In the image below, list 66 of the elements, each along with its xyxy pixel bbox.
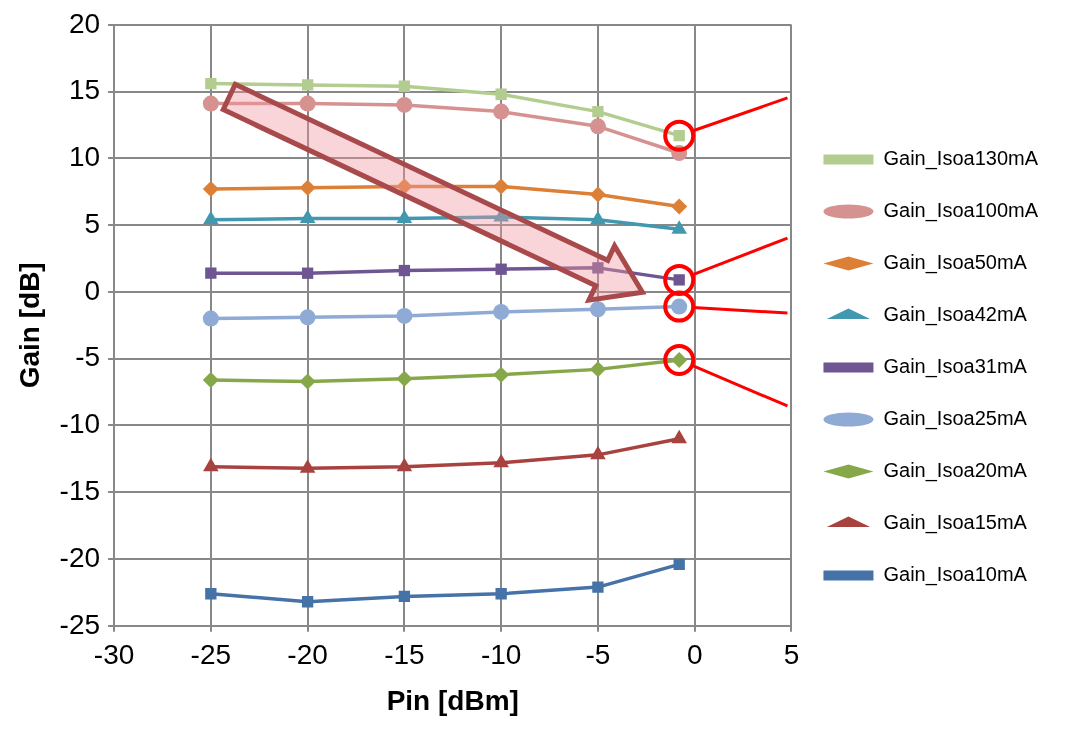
point — [592, 262, 604, 274]
point — [398, 590, 411, 603]
y-tick-label: 10 — [68, 141, 101, 173]
point — [205, 77, 217, 90]
point — [299, 309, 316, 326]
point — [589, 301, 606, 318]
y-tick-label: 0 — [84, 274, 101, 306]
point — [205, 267, 217, 279]
legend-label: Gain_Isoa100mA — [883, 199, 1039, 223]
legend-label: Gain_Isoa31mA — [883, 355, 1028, 379]
point — [301, 267, 314, 279]
point — [205, 588, 217, 600]
y-tick-label: 5 — [84, 207, 101, 239]
point — [396, 178, 413, 195]
y-tick-label: 20 — [68, 7, 101, 39]
x-tick-label: 5 — [783, 639, 800, 671]
point — [495, 263, 507, 275]
legend-label: Gain_Isoa50mA — [883, 251, 1028, 275]
point — [396, 96, 413, 113]
y-tick-label: -5 — [75, 341, 101, 373]
legend-label: Gain_Isoa130mA — [883, 147, 1039, 171]
point — [493, 178, 510, 195]
legend-label: Gain_Isoa42mA — [883, 303, 1028, 327]
point — [493, 303, 510, 320]
point — [398, 264, 411, 277]
y-tick-label: -20 — [59, 541, 101, 573]
point — [493, 366, 510, 383]
x-tick-label: -30 — [93, 639, 135, 671]
y-tick-label: -10 — [59, 408, 101, 440]
point — [301, 596, 314, 608]
point — [396, 370, 413, 387]
legend-label: Gain_Isoa15mA — [883, 511, 1028, 535]
point — [495, 88, 507, 100]
point — [299, 373, 316, 390]
point — [398, 80, 411, 92]
point — [299, 95, 316, 112]
legend-label: Gain_Isoa20mA — [883, 459, 1028, 483]
point — [202, 95, 219, 112]
point — [592, 581, 604, 593]
y-axis-title: Gain [dB] — [13, 262, 45, 389]
point — [589, 361, 606, 378]
y-tick-label: -25 — [59, 608, 101, 640]
y-tick-label: 15 — [68, 74, 101, 106]
point — [495, 588, 507, 600]
x-tick-label: -10 — [480, 639, 522, 671]
x-tick-label: -25 — [190, 639, 232, 671]
point — [493, 103, 510, 120]
point — [671, 198, 688, 215]
point — [589, 118, 606, 135]
point — [301, 79, 314, 91]
point — [396, 307, 413, 324]
point — [589, 186, 606, 203]
point — [202, 310, 219, 327]
x-tick-label: 0 — [686, 639, 703, 671]
x-tick-label: -15 — [384, 639, 425, 671]
y-tick-label: -15 — [59, 474, 101, 506]
point — [202, 181, 219, 198]
point — [202, 372, 219, 389]
point — [673, 558, 685, 571]
point — [592, 105, 604, 118]
legend-label: Gain_Isoa25mA — [883, 407, 1028, 431]
legend-label: Gain_Isoa10mA — [883, 563, 1028, 587]
point — [299, 179, 316, 196]
x-tick-label: -20 — [287, 639, 328, 671]
x-axis-title: Pin [dBm] — [386, 684, 519, 716]
x-tick-label: -5 — [585, 639, 611, 671]
